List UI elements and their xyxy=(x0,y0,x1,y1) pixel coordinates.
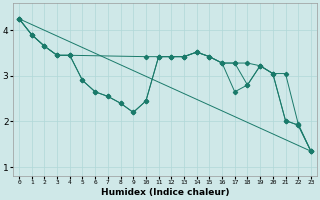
X-axis label: Humidex (Indice chaleur): Humidex (Indice chaleur) xyxy=(101,188,229,197)
